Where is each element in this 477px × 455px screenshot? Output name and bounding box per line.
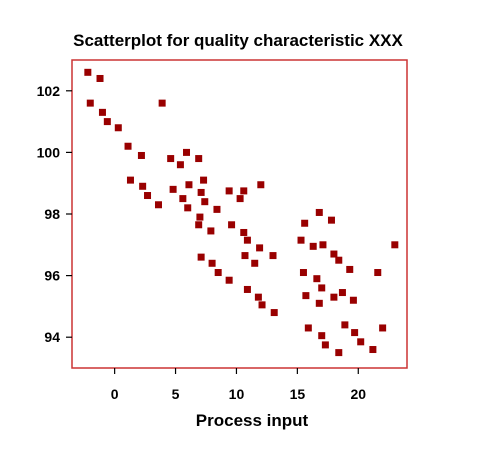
x-tick-label: 10 bbox=[229, 386, 245, 402]
data-point bbox=[258, 301, 266, 309]
x-tick-label: 15 bbox=[290, 386, 306, 402]
x-axis-label: Process input bbox=[196, 411, 309, 430]
data-point bbox=[139, 182, 147, 190]
data-point bbox=[257, 181, 265, 189]
data-point bbox=[240, 187, 248, 195]
data-point bbox=[243, 236, 251, 244]
data-point bbox=[374, 269, 382, 277]
data-point bbox=[195, 221, 203, 229]
data-point bbox=[297, 236, 305, 244]
data-point bbox=[225, 276, 233, 284]
data-point bbox=[167, 155, 175, 163]
data-point bbox=[103, 118, 111, 126]
data-point bbox=[207, 227, 215, 235]
data-point bbox=[330, 293, 338, 301]
data-point bbox=[391, 241, 399, 249]
data-point bbox=[318, 284, 326, 292]
data-point bbox=[183, 148, 191, 156]
data-point bbox=[335, 349, 343, 357]
data-point bbox=[185, 181, 193, 189]
data-point bbox=[318, 332, 326, 340]
data-point bbox=[98, 108, 106, 116]
data-point bbox=[357, 338, 365, 346]
data-point bbox=[184, 204, 192, 212]
data-point bbox=[251, 259, 259, 267]
y-tick-label: 98 bbox=[44, 206, 60, 222]
data-point bbox=[335, 256, 343, 264]
data-points bbox=[84, 68, 399, 357]
data-point bbox=[144, 192, 152, 200]
x-axis: 0 5 10 15 20 bbox=[111, 368, 366, 402]
data-point bbox=[299, 269, 307, 277]
x-tick-label: 5 bbox=[172, 386, 180, 402]
data-point bbox=[169, 185, 177, 193]
y-tick-label: 96 bbox=[44, 268, 60, 284]
data-point bbox=[86, 99, 94, 107]
data-point bbox=[270, 309, 278, 317]
data-point bbox=[338, 289, 346, 297]
data-point bbox=[236, 195, 244, 203]
data-point bbox=[196, 213, 204, 221]
y-axis: 94 96 98 100 102 bbox=[37, 83, 72, 345]
data-point bbox=[302, 292, 310, 300]
data-point bbox=[315, 299, 323, 307]
data-point bbox=[179, 195, 187, 203]
data-point bbox=[369, 346, 377, 354]
data-point bbox=[208, 259, 216, 267]
data-point bbox=[301, 219, 309, 227]
data-point bbox=[213, 205, 221, 213]
data-point bbox=[313, 275, 321, 283]
data-point bbox=[197, 188, 205, 196]
data-point bbox=[96, 74, 104, 82]
data-point bbox=[126, 176, 134, 184]
data-point bbox=[254, 293, 262, 301]
y-tick-label: 102 bbox=[37, 83, 61, 99]
data-point bbox=[214, 269, 222, 277]
data-point bbox=[341, 321, 349, 329]
data-point bbox=[200, 176, 208, 184]
data-point bbox=[154, 201, 162, 209]
data-point bbox=[240, 228, 248, 236]
data-point bbox=[124, 142, 132, 150]
plot-frame bbox=[71, 59, 408, 369]
data-point bbox=[197, 253, 205, 261]
y-tick-label: 94 bbox=[44, 329, 60, 345]
data-point bbox=[256, 244, 264, 252]
data-point bbox=[309, 242, 317, 250]
data-point bbox=[137, 151, 145, 159]
data-point bbox=[330, 250, 338, 258]
data-point bbox=[158, 99, 166, 107]
data-point bbox=[114, 124, 122, 132]
data-point bbox=[269, 252, 277, 260]
data-point bbox=[228, 221, 236, 229]
data-point bbox=[321, 341, 329, 349]
chart-title: Scatterplot for quality characteristic X… bbox=[73, 31, 403, 50]
data-point bbox=[201, 198, 209, 206]
x-tick-label: 0 bbox=[111, 386, 119, 402]
data-point bbox=[327, 216, 335, 224]
data-point bbox=[176, 161, 184, 169]
data-point bbox=[379, 324, 387, 332]
data-point bbox=[351, 329, 359, 337]
data-point bbox=[319, 241, 327, 249]
data-point bbox=[346, 265, 354, 273]
data-point bbox=[195, 155, 203, 163]
data-point bbox=[304, 324, 312, 332]
x-tick-label: 20 bbox=[350, 386, 366, 402]
y-tick-label: 100 bbox=[37, 144, 61, 160]
data-point bbox=[225, 187, 233, 195]
data-point bbox=[349, 296, 357, 304]
data-point bbox=[243, 285, 251, 293]
data-point bbox=[315, 208, 323, 216]
data-point bbox=[84, 68, 92, 76]
data-point bbox=[241, 252, 249, 260]
